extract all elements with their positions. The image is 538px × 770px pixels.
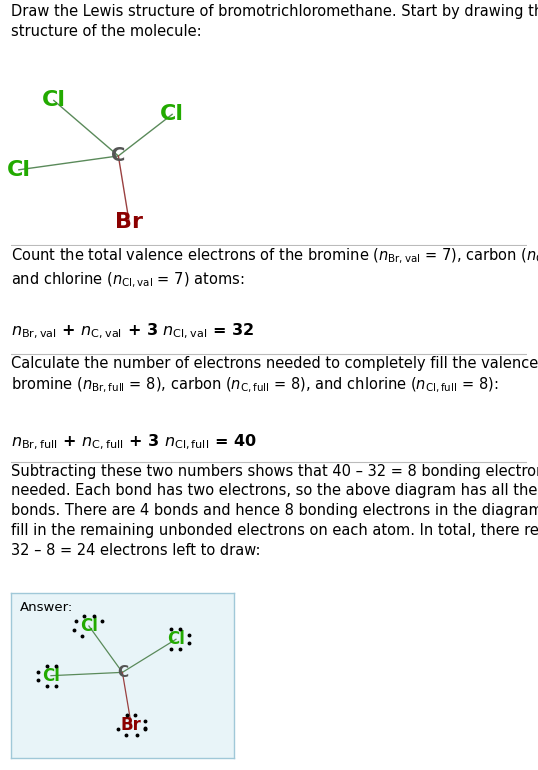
Text: Answer:: Answer: (20, 601, 73, 614)
Text: $n_{\mathrm{Br,val}}$ + $n_{\mathrm{C,val}}$ + 3 $n_{\mathrm{Cl,val}}$ = 32: $n_{\mathrm{Br,val}}$ + $n_{\mathrm{C,va… (11, 321, 254, 340)
Text: Cl: Cl (42, 667, 60, 685)
Text: Cl: Cl (42, 91, 66, 110)
Text: Br: Br (115, 212, 143, 232)
Text: Cl: Cl (7, 160, 31, 179)
Text: C: C (117, 665, 128, 680)
Text: Draw the Lewis structure of bromotrichloromethane. Start by drawing the overall
: Draw the Lewis structure of bromotrichlo… (11, 4, 538, 39)
Text: C: C (111, 146, 125, 166)
Text: Subtracting these two numbers shows that 40 – 32 = 8 bonding electrons are
neede: Subtracting these two numbers shows that… (11, 464, 538, 557)
Text: Cl: Cl (160, 105, 184, 124)
Text: Calculate the number of electrons needed to completely fill the valence shells f: Calculate the number of electrons needed… (11, 356, 538, 396)
Text: Br: Br (121, 716, 142, 735)
Text: Cl: Cl (80, 617, 98, 635)
Text: Count the total valence electrons of the bromine ($n_{\mathrm{Br,val}}$ = 7), ca: Count the total valence electrons of the… (11, 246, 538, 290)
Text: $n_{\mathrm{Br,full}}$ + $n_{\mathrm{C,full}}$ + 3 $n_{\mathrm{Cl,full}}$ = 40: $n_{\mathrm{Br,full}}$ + $n_{\mathrm{C,f… (11, 433, 257, 452)
Text: Cl: Cl (167, 631, 185, 648)
